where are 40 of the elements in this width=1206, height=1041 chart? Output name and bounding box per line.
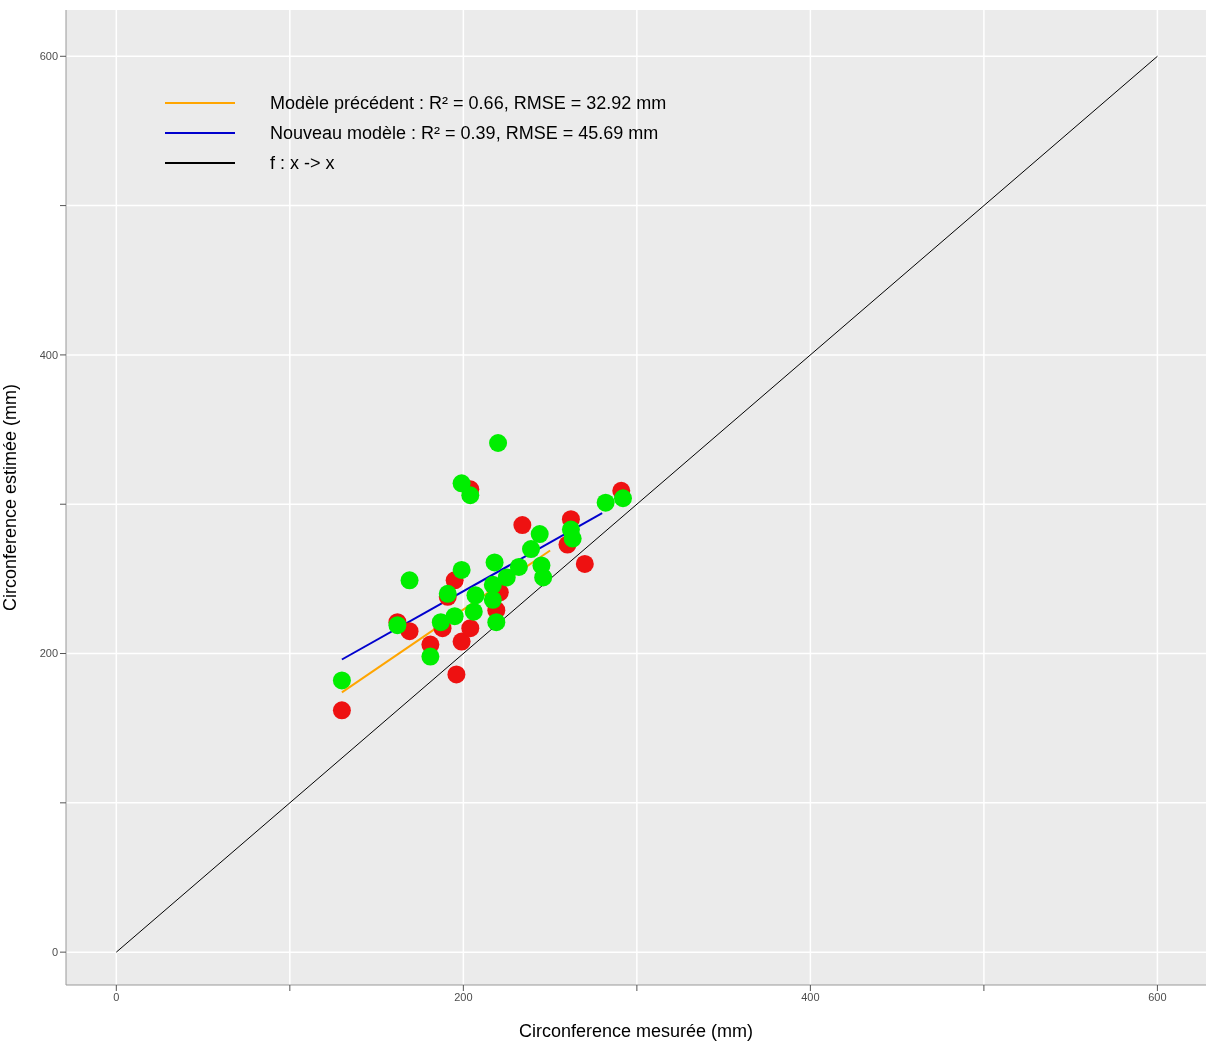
point <box>575 554 594 573</box>
point <box>613 489 632 508</box>
point <box>452 474 471 493</box>
point <box>485 553 504 572</box>
point <box>445 607 464 626</box>
y-tick-label: 400 <box>39 348 58 361</box>
y-tick-label: 200 <box>39 647 58 660</box>
point <box>461 486 480 505</box>
point <box>421 647 440 666</box>
x-tick-label: 600 <box>1148 990 1167 1003</box>
point <box>513 516 532 535</box>
point <box>332 671 351 690</box>
point <box>534 568 553 587</box>
y-axis-title: Circonference estimée (mm) <box>0 383 21 612</box>
legend-label: Nouveau modèle : R² = 0.39, RMSE = 45.69 mm <box>270 122 659 144</box>
y-tick-label: 600 <box>39 50 58 63</box>
x-tick-label: 200 <box>454 990 473 1003</box>
y-tick-label: 0 <box>51 946 58 959</box>
point <box>509 557 528 576</box>
legend-label: f : x -> x <box>270 152 335 174</box>
x-tick-label: 0 <box>113 990 120 1003</box>
point <box>452 560 471 579</box>
point <box>596 493 615 512</box>
point <box>332 701 351 720</box>
point <box>530 525 549 544</box>
point <box>483 575 502 594</box>
point <box>461 619 480 638</box>
x-tick-label: 400 <box>801 990 820 1003</box>
point <box>452 632 471 651</box>
point <box>522 540 541 559</box>
legend-label: Modèle précédent : R² = 0.66, RMSE = 32.92 mm <box>270 92 667 114</box>
point <box>489 434 508 452</box>
point <box>431 613 450 632</box>
point <box>466 586 485 605</box>
point <box>483 590 502 609</box>
point <box>487 613 506 632</box>
point <box>447 665 466 684</box>
x-axis-title: Circonference mesurée (mm) <box>518 1021 754 1041</box>
point <box>400 571 419 590</box>
point <box>464 602 483 621</box>
